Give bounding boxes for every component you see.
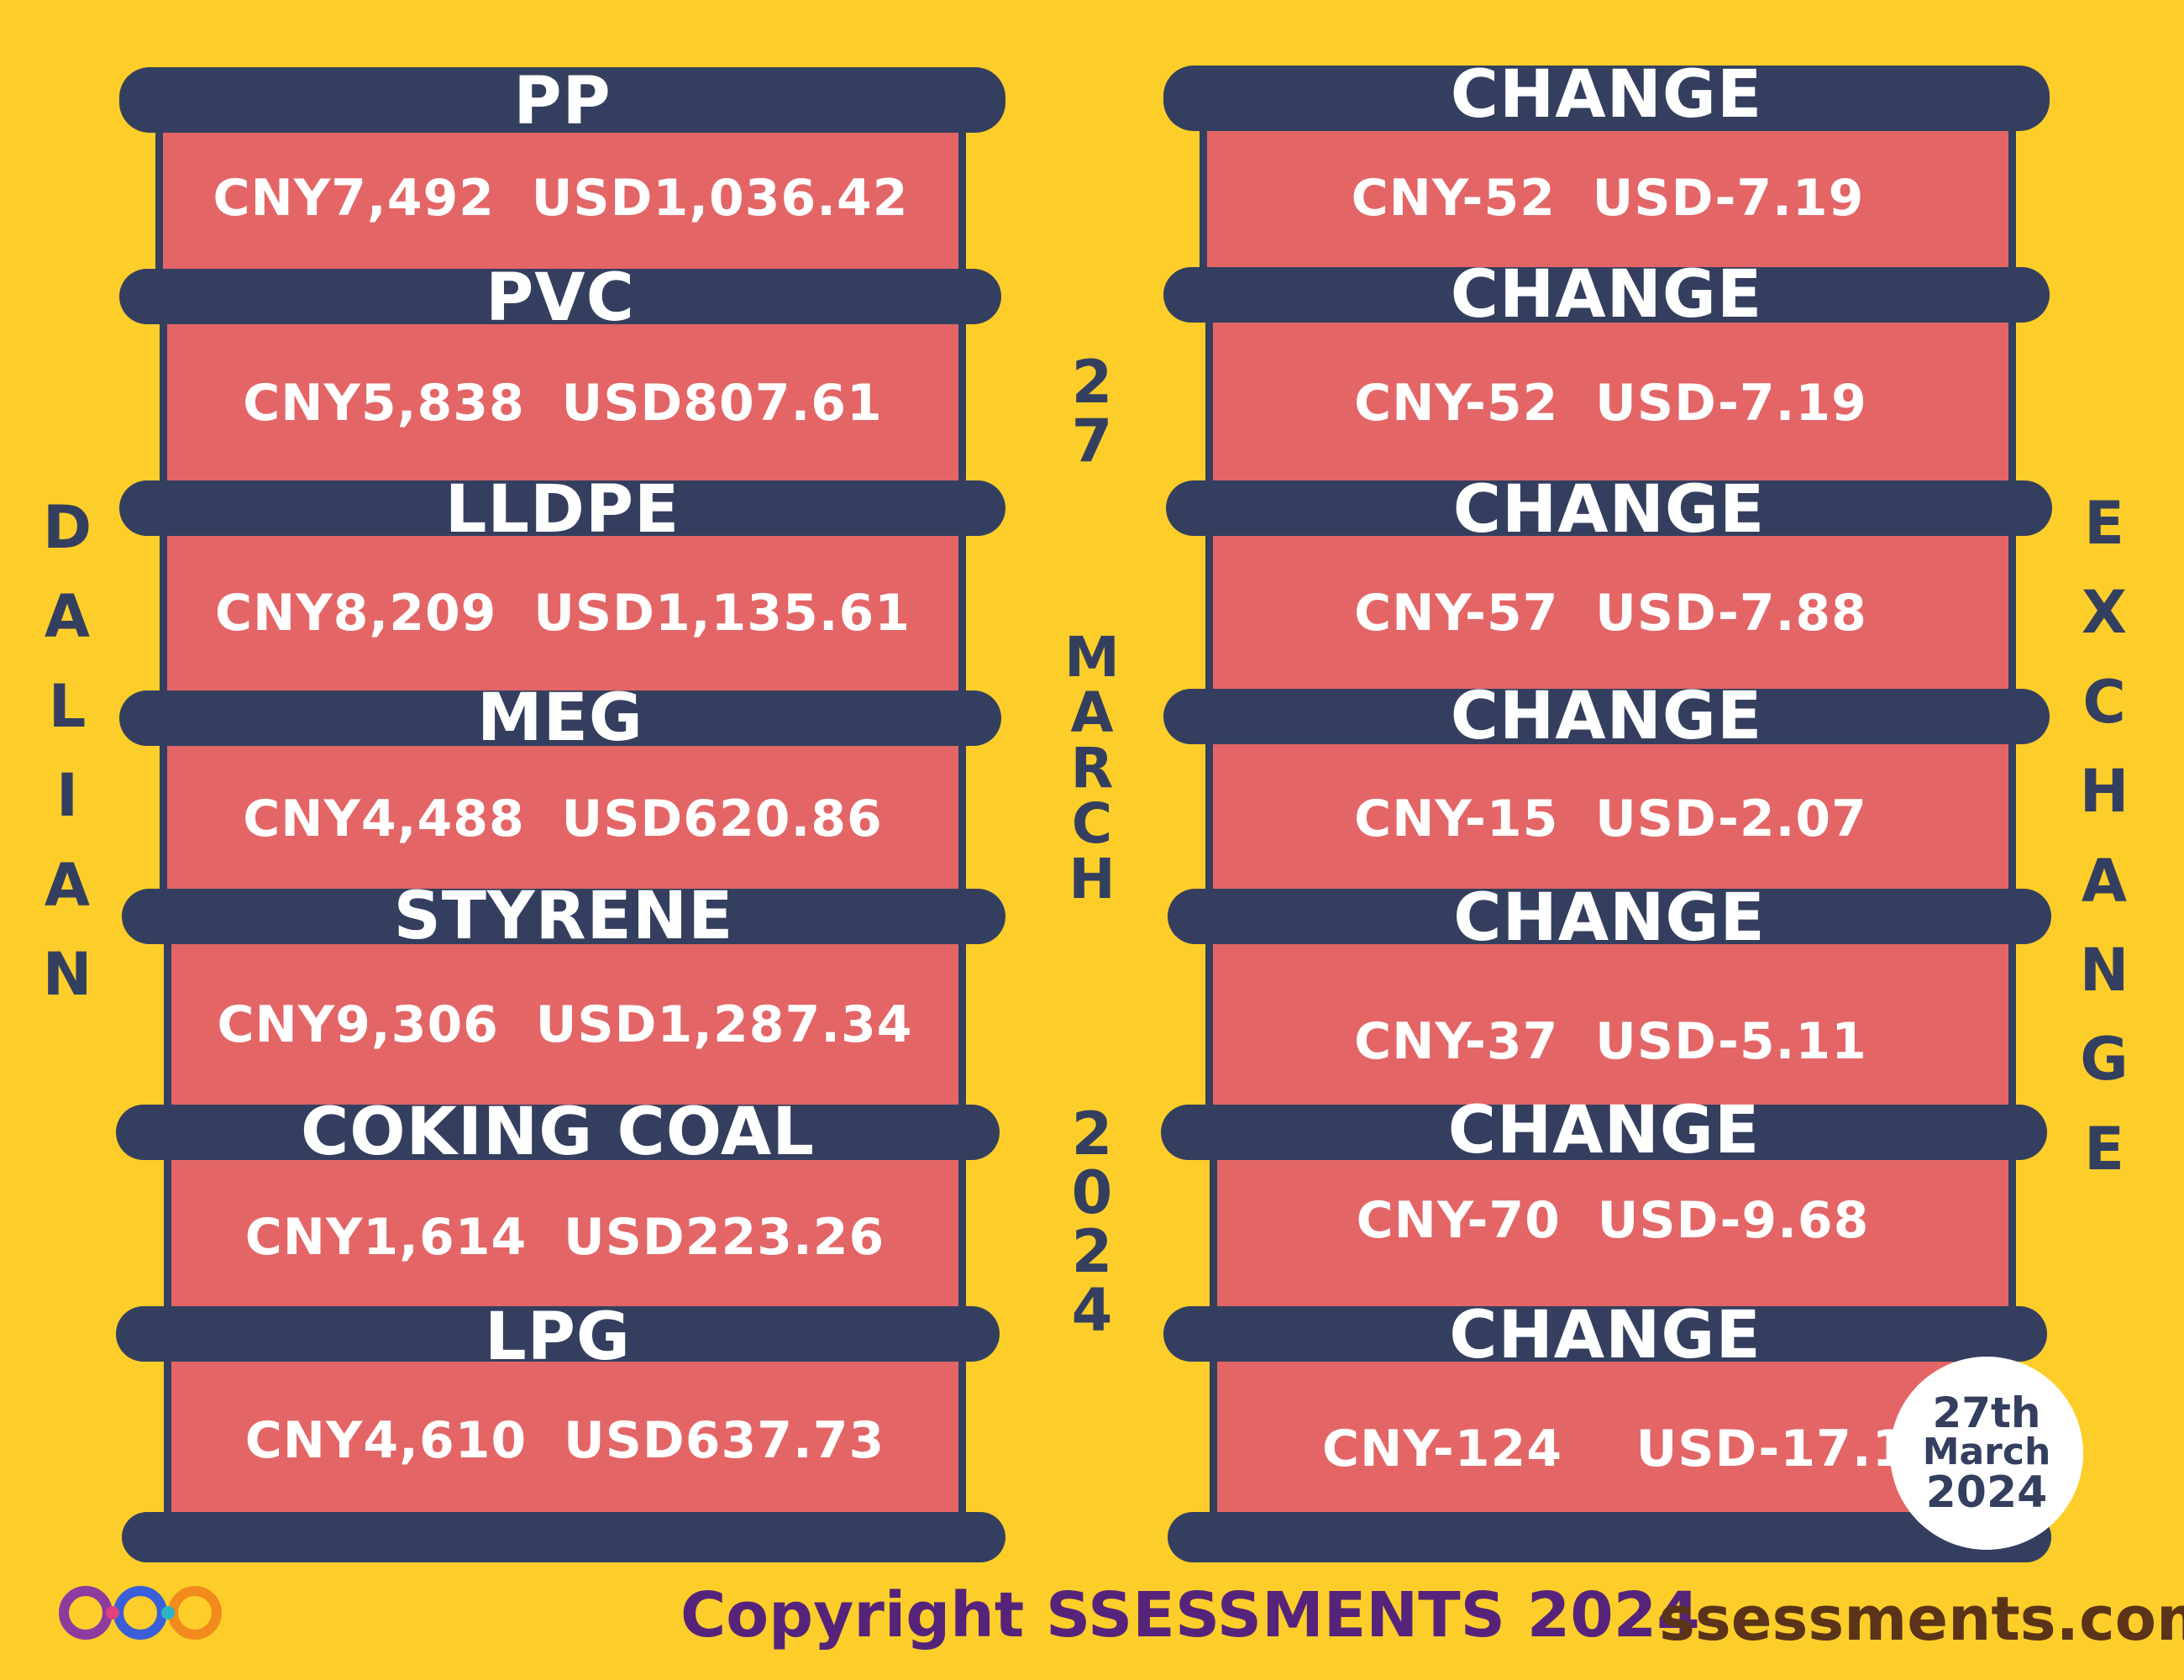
date-year-char: 2: [1071, 1217, 1113, 1286]
footer-bar-right: [1168, 1512, 2051, 1562]
dalian-letter: D: [42, 493, 92, 562]
date-month-char: R: [1070, 736, 1114, 801]
header-bar-lldpe: LLDPE: [119, 477, 1005, 543]
price-value-coking-coal: CNY1,614 USD223.26: [244, 1207, 885, 1267]
price-panel-pvc: CNY5,838 USD807.61: [160, 319, 966, 487]
exchange-letter: G: [2080, 1025, 2129, 1095]
change-panel-6: CNY-70 USD-9.68: [1210, 1155, 2016, 1319]
change-bar-4: CHANGE: [1163, 684, 2050, 749]
change-panel-7: CNY-124 USD-17.15: [1210, 1357, 2016, 1525]
exchange-letter: H: [2079, 757, 2129, 827]
center-date-year: 2 0 2 4: [1054, 1105, 1130, 1340]
change-bar-3: CHANGE: [1166, 477, 2052, 543]
price-value-lldpe: CNY8,209 USD1,135.61: [214, 584, 911, 643]
change-panel-2: CNY-52 USD-7.19: [1205, 319, 2016, 487]
price-value-lpg: CNY4,610 USD637.73: [244, 1411, 885, 1470]
badge-day: 27th: [1932, 1389, 2041, 1437]
change-bar-1: CHANGE: [1163, 62, 2050, 131]
price-panel-coking-coal: CNY1,614 USD223.26: [164, 1155, 966, 1319]
dalian-letter: A: [44, 850, 91, 920]
header-bar-styrene: STYRENE: [122, 884, 1005, 949]
side-label-exchange: E X C H A N G E: [2066, 479, 2142, 1194]
commodity-label-coking-coal: COKING COAL: [301, 1095, 815, 1170]
website-link[interactable]: ssessments.com: [1659, 1583, 2184, 1654]
change-label-1: CHANGE: [1450, 57, 1763, 133]
exchange-letter: X: [2082, 578, 2127, 648]
change-label-7: CHANGE: [1449, 1298, 1761, 1373]
exchange-letter: A: [2081, 846, 2128, 916]
date-badge: 27th March 2024: [1890, 1357, 2083, 1550]
exchange-letter: N: [2079, 935, 2129, 1005]
date-month-char: H: [1068, 847, 1116, 911]
price-panel-pp: CNY7,492 USD1,036.42: [155, 126, 966, 270]
dalian-letter: A: [44, 582, 91, 652]
change-label-5: CHANGE: [1453, 880, 1766, 956]
price-panel-styrene: CNY9,306 USD1,287.34: [164, 941, 966, 1109]
date-day-char: 2: [1071, 348, 1113, 417]
copyright-text: Copyright SSESSMENTS 2024: [680, 1579, 1700, 1651]
date-year-char: 2: [1071, 1100, 1113, 1168]
change-panel-1: CNY-52 USD-7.19: [1200, 126, 2016, 270]
date-year-char: 0: [1071, 1158, 1113, 1227]
header-bar-coking-coal: COKING COAL: [116, 1100, 1000, 1165]
change-value-3: CNY-57 USD-7.88: [1354, 584, 1867, 643]
change-panel-4: CNY-15 USD-2.07: [1205, 743, 2016, 895]
center-date-month: M A R C H: [1054, 630, 1130, 907]
change-panel-3: CNY-57 USD-7.88: [1205, 529, 2016, 697]
commodity-label-lldpe: LLDPE: [444, 472, 680, 548]
change-bar-7: CHANGE: [1163, 1303, 2047, 1368]
change-bar-2: CHANGE: [1163, 262, 2050, 328]
exchange-letter: E: [2084, 1114, 2124, 1184]
change-bar-6: CHANGE: [1161, 1098, 2047, 1163]
header-bar-pp: PP: [119, 64, 1005, 139]
date-month-char: A: [1070, 680, 1114, 745]
dalian-letter: L: [48, 671, 87, 741]
commodity-label-meg: MEG: [477, 680, 643, 756]
header-bar-meg: MEG: [119, 685, 1001, 751]
commodity-label-pvc: PVC: [486, 260, 635, 336]
commodity-label-pp: PP: [513, 64, 612, 139]
price-value-pp: CNY7,492 USD1,036.42: [213, 169, 909, 228]
date-month-char: M: [1064, 625, 1120, 690]
side-label-dalian: D A L I A N: [29, 483, 105, 1019]
price-panel-lpg: CNY4,610 USD637.73: [164, 1357, 966, 1525]
change-panel-5: CNY-37 USD-5.11: [1205, 941, 2016, 1109]
dalian-letter: N: [42, 939, 92, 1009]
badge-month: March: [1922, 1431, 2051, 1473]
change-label-2: CHANGE: [1450, 257, 1763, 333]
price-value-pvc: CNY5,838 USD807.61: [243, 374, 883, 433]
price-value-styrene: CNY9,306 USD1,287.34: [217, 995, 913, 1054]
price-value-meg: CNY4,488 USD620.86: [243, 790, 883, 848]
price-panel-meg: CNY4,488 USD620.86: [160, 743, 966, 895]
change-value-5: CNY-37 USD-5.11: [1354, 1012, 1867, 1071]
change-value-6: CNY-70 USD-9.68: [1356, 1191, 1870, 1250]
change-bar-5: CHANGE: [1168, 885, 2051, 951]
center-date-day: 2 7: [1054, 353, 1130, 470]
price-panel-lldpe: CNY8,209 USD1,135.61: [160, 529, 966, 697]
date-month-char: C: [1071, 791, 1113, 856]
date-year-char: 4: [1071, 1276, 1113, 1345]
commodity-label-lpg: LPG: [485, 1299, 631, 1375]
footer-bar-left: [122, 1512, 1005, 1562]
infinity-loops-logo-icon: [59, 1586, 222, 1640]
change-value-2: CNY-52 USD-7.19: [1354, 374, 1867, 433]
exchange-letter: E: [2084, 489, 2124, 558]
header-bar-lpg: LPG: [116, 1305, 1000, 1370]
header-bar-pvc: PVC: [119, 265, 1001, 331]
change-value-1: CNY-52 USD-7.19: [1351, 169, 1865, 228]
date-day-char: 7: [1071, 407, 1113, 475]
change-label-4: CHANGE: [1450, 679, 1763, 754]
change-value-4: CNY-15 USD-2.07: [1354, 790, 1867, 848]
exchange-letter: C: [2082, 667, 2126, 737]
change-label-6: CHANGE: [1447, 1093, 1761, 1168]
badge-year: 2024: [1925, 1467, 2048, 1518]
change-label-3: CHANGE: [1452, 472, 1766, 548]
dalian-letter: I: [55, 761, 79, 831]
commodity-label-styrene: STYRENE: [393, 879, 734, 954]
